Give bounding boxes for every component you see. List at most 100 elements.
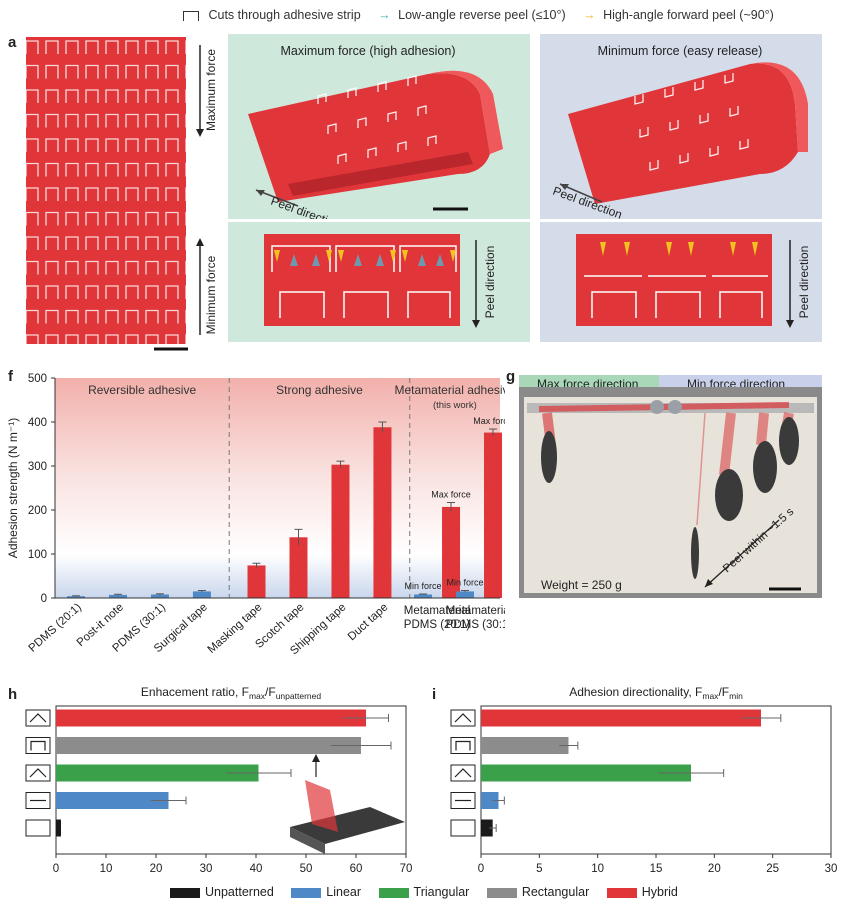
top-legend: Cuts through adhesive strip → Low-angle … [183,8,778,22]
legend-unpatterned: Unpatterned [205,885,274,899]
panel-d-figure: Minimum force (easy release) Peel direct… [540,34,822,219]
chart-title: Enhacement ratio, Fmax/Funpatterned [141,685,321,701]
panel-d-title: Minimum force (easy release) [598,44,763,58]
directionality-chart: Adhesion directionality, Fmax/Fmin 0 5 10 15… [450,685,838,875]
pattern-icon-box [450,819,476,837]
chart-title: Adhesion directionality, Fmax/Fmin [569,685,743,701]
peeled-strip [305,780,338,832]
y-tick-label: 500 [28,373,47,385]
bar-annotation: Max force [431,490,471,500]
panel-g-label: g [506,368,516,385]
tri-pattern-icon [454,768,472,778]
y-tick-label: 200 [28,505,47,517]
bar [56,764,259,782]
group-title: Metamaterial adhesive [395,383,505,397]
pattern-icon-box [25,737,51,754]
x-tick-label: 30 [825,863,838,875]
bar [414,594,433,598]
x-tick-label: 20 [708,863,721,875]
legend-linear: Linear [326,885,362,899]
panel-i-label: i [432,686,437,703]
rect-pattern-icon [30,740,46,751]
legend-swatch [170,887,200,898]
legend-cuts: Cuts through adhesive strip [208,8,361,22]
bar-annotation: Min force [447,578,484,588]
y-tick-label: 300 [28,461,47,473]
legend-high-angle: High-angle forward peel (~90°) [603,8,774,22]
x-tick-label: Metamaterial [446,605,505,617]
pull-arrow-head [312,754,320,762]
rect-pattern-icon [455,740,471,751]
weight-disk [779,417,799,465]
bar [56,709,366,727]
bar-annotation: Max force [473,416,505,426]
y-tick-label: 0 [41,593,47,605]
adhesive-schematic [576,234,772,326]
x-tick-label: 0 [478,863,484,875]
bar [481,709,761,727]
enhancement-ratio-chart: Enhacement ratio, Fmax/Funpatterned 0 10 20… [25,685,413,875]
bar [192,591,211,598]
tri-pattern-icon [29,768,47,778]
yellow-arrow-icon: → [583,8,596,22]
group-title: Reversible adhesive [88,383,196,397]
group-title: Strong adhesive [276,383,363,397]
x-tick-label: 50 [300,863,313,875]
bar [484,432,503,598]
x-tick-label: PDMS (20:1) [27,601,85,655]
bar [331,464,350,598]
legend-hybrid: Hybrid [641,885,678,899]
group-subtitle: (this work) [433,400,477,411]
bar [66,596,85,598]
peel-direction-label: Peel direction [797,246,811,319]
bar [247,565,266,598]
panel-f-label: f [8,368,13,385]
cut-symbol-icon [183,10,199,21]
peel-setup-inset [290,754,405,854]
x-tick-label: 5 [536,863,542,875]
weight-disk [541,431,557,483]
x-tick-label: 10 [100,863,113,875]
x-tick-label: PDMS (20:1) [404,619,471,631]
legend-swatch [291,887,322,898]
weight-disk [691,527,699,579]
weight-label: Weight = 250 g [541,578,622,592]
legend-rectangular: Rectangular [521,885,590,899]
bar [108,594,127,598]
pattern-icon-box [450,737,476,754]
panel-g-figure: Max force direction Min force direction … [519,375,822,598]
x-tick-label: 10 [591,863,604,875]
hybrid-pattern-icon [454,713,472,723]
weight-disk [715,469,743,521]
min-force-label: Minimum force [204,255,218,334]
x-tick-label: 25 [766,863,779,875]
bar [56,792,169,809]
legend-swatch [606,887,637,898]
panel-e-figure: Peel direction [540,222,822,342]
pattern-icon-box [450,764,476,782]
weight-disk [753,441,777,493]
x-tick-label: Masking tape [206,601,265,656]
x-tick-label: 70 [400,863,413,875]
x-tick-label: 15 [650,863,663,875]
bar [56,819,61,837]
bar [481,792,499,809]
x-tick-label: 20 [150,863,163,875]
bar-annotation: Min force [405,581,442,591]
substrate-block [290,807,405,844]
peel-arrow [704,519,780,588]
pattern-icon-box [450,709,476,727]
panel-b-figure: Maximum force (high adhesion) Peel direc… [228,34,530,219]
bar [373,427,392,598]
bottom-legend: Unpatterned Linear Triangular Rectangula… [170,885,678,899]
legend-triangular: Triangular [413,885,470,899]
x-tick-label: Duct tape [346,601,391,643]
hybrid-pattern-icon [29,713,47,723]
peeling-strip [568,63,798,204]
y-tick-label: 100 [28,549,47,561]
adhesion-strength-chart: Reversible adhesive Strong adhesive Metama… [6,373,505,657]
bar [481,819,493,837]
panel-c-figure: Peel direction [228,222,530,342]
x-tick-label: Metamaterial [404,605,470,617]
legend-swatch [486,887,517,898]
